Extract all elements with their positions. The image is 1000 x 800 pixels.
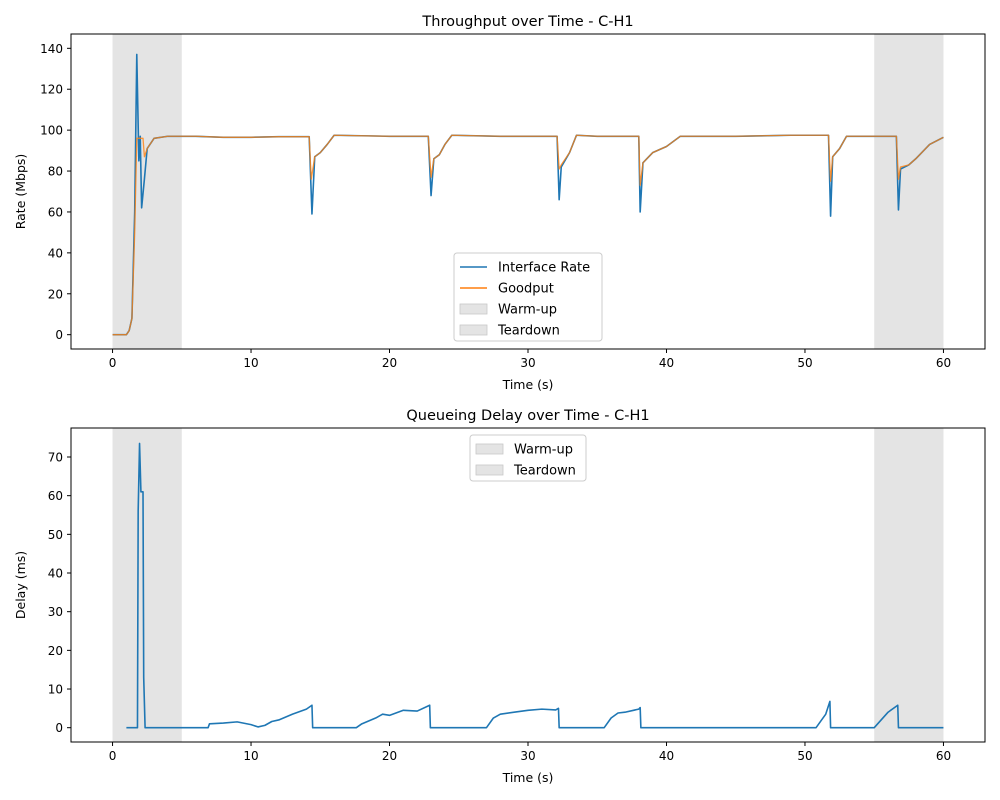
delay-legend-swatch-teardown <box>475 464 504 476</box>
throughput-x-tick-label: 30 <box>520 356 535 370</box>
throughput-y-tick-label: 140 <box>40 42 63 56</box>
throughput-legend-swatch-teardown <box>459 324 488 336</box>
delay-x-tick-label: 20 <box>382 749 397 763</box>
throughput-y-ticks: 0 20 40 60 80 100 120 140 <box>40 42 71 342</box>
throughput-y-tick-label: 40 <box>48 246 63 260</box>
delay-y-tick-label: 40 <box>48 567 63 581</box>
delay-x-tick-label: 40 <box>659 749 674 763</box>
delay-region-teardown <box>874 428 944 742</box>
delay-chart-title: Queueing Delay over Time - C-H1 <box>406 408 649 424</box>
throughput-legend-box <box>453 252 603 342</box>
throughput-legend: Interface Rate Goodput Warm-up Teardown <box>453 252 603 342</box>
delay-x-tick-label: 10 <box>243 749 258 763</box>
throughput-chart-title: Throughput over Time - C-H1 <box>421 14 633 30</box>
throughput-region-warm-up <box>112 34 182 349</box>
delay-legend-label-teardown: Teardown <box>513 464 576 479</box>
throughput-legend-label-interface-rate: Interface Rate <box>498 261 590 276</box>
delay-y-tick-label: 0 <box>55 721 63 735</box>
delay-y-tick-label: 70 <box>48 451 63 465</box>
throughput-x-tick-label: 0 <box>109 356 117 370</box>
throughput-x-tick-label: 20 <box>382 356 397 370</box>
queueing-delay-chart: 0 10 20 30 40 50 60 0 10 20 30 40 50 60 70 Queueing D… <box>13 408 986 785</box>
throughput-x-ticks: 0 10 20 30 40 50 60 <box>109 349 951 370</box>
throughput-legend-label-teardown: Teardown <box>497 324 560 339</box>
throughput-legend-label-goodput: Goodput <box>498 282 554 297</box>
delay-y-tick-label: 50 <box>48 528 63 542</box>
throughput-y-tick-label: 100 <box>40 124 63 138</box>
delay-y-tick-label: 30 <box>48 605 63 619</box>
delay-region-warm-up <box>112 428 182 742</box>
throughput-region-teardown <box>874 34 944 349</box>
throughput-x-tick-label: 10 <box>243 356 258 370</box>
throughput-y-tick-label: 120 <box>40 83 63 97</box>
delay-series-line <box>126 442 944 729</box>
throughput-x-tick-label: 50 <box>797 356 812 370</box>
delay-series <box>126 442 944 729</box>
delay-y-ticks: 0 10 20 30 40 50 60 70 <box>48 451 71 735</box>
delay-legend-label-warm-up: Warm-up <box>514 443 573 458</box>
delay-legend: Warm-up Teardown <box>469 434 587 482</box>
throughput-legend-label-warm-up: Warm-up <box>498 303 557 318</box>
throughput-y-axis-label: Rate (Mbps) <box>13 154 28 230</box>
delay-shaded-regions <box>112 428 944 742</box>
throughput-y-tick-label: 0 <box>55 328 63 342</box>
delay-x-axis-label: Time (s) <box>502 770 554 785</box>
delay-y-tick-label: 10 <box>48 683 63 697</box>
throughput-x-tick-label: 40 <box>659 356 674 370</box>
delay-x-tick-label: 50 <box>797 749 812 763</box>
throughput-y-tick-label: 80 <box>48 165 63 179</box>
throughput-series-goodput <box>112 134 944 336</box>
delay-x-tick-label: 30 <box>520 749 535 763</box>
throughput-shaded-regions <box>112 34 944 349</box>
throughput-y-tick-label: 20 <box>48 287 63 301</box>
throughput-chart: 0 10 20 30 40 50 60 0 20 40 60 80 100 120 140 Through… <box>13 14 986 392</box>
throughput-series <box>112 53 944 336</box>
delay-y-axis-label: Delay (ms) <box>13 551 28 619</box>
delay-x-tick-label: 60 <box>936 749 951 763</box>
throughput-x-axis-label: Time (s) <box>502 377 554 392</box>
delay-x-ticks: 0 10 20 30 40 50 60 <box>109 742 951 763</box>
delay-x-tick-label: 0 <box>109 749 117 763</box>
delay-legend-swatch-warm-up <box>475 443 504 455</box>
delay-y-tick-label: 60 <box>48 489 63 503</box>
delay-y-tick-label: 20 <box>48 644 63 658</box>
throughput-legend-swatch-warm-up <box>459 303 488 315</box>
throughput-x-tick-label: 60 <box>936 356 951 370</box>
throughput-y-tick-label: 60 <box>48 205 63 219</box>
